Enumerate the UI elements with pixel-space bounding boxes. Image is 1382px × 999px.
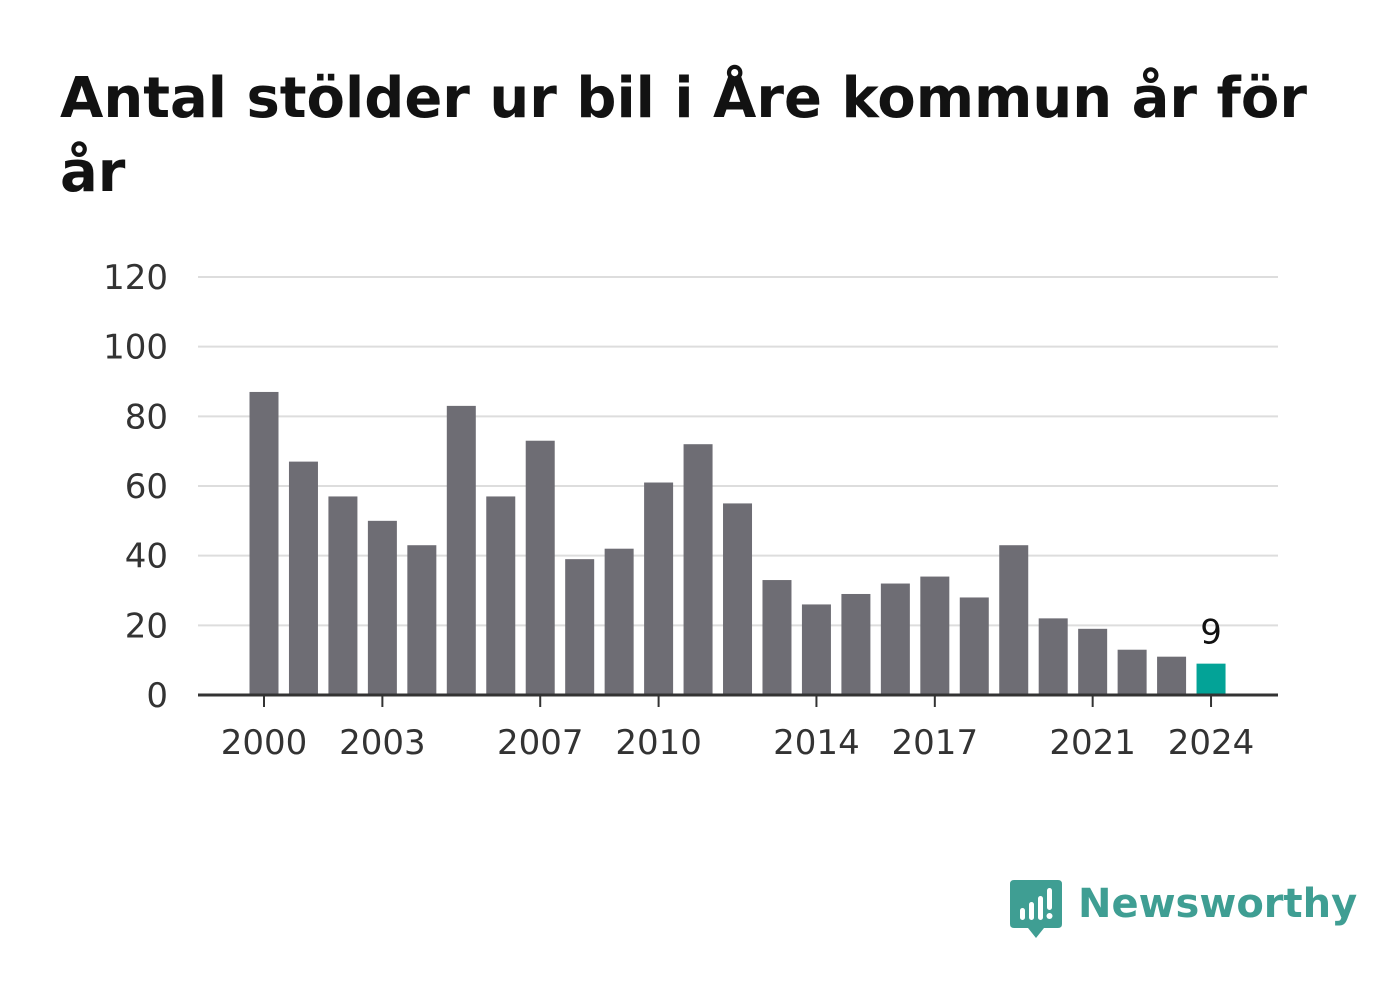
bar-2010 — [644, 482, 674, 695]
x-axis-ticks: 2000 2003 2007 2010 2014 2017 2021 2024 — [221, 695, 1255, 763]
y-tick-label: 120 — [103, 258, 168, 298]
bar-2003 — [367, 520, 397, 695]
bar-2004 — [407, 545, 437, 695]
bar-2015 — [841, 593, 871, 695]
bar-2019 — [999, 545, 1029, 695]
x-tick-label: 2024 — [1168, 723, 1255, 763]
y-axis-ticks: 0 20 40 60 80 100 120 — [103, 258, 168, 716]
newsworthy-logo-icon — [1010, 880, 1062, 938]
x-tick-label: 2014 — [773, 723, 860, 763]
bar-2018 — [959, 597, 989, 695]
bar-2021 — [1078, 628, 1108, 695]
x-tick-label: 2010 — [615, 723, 702, 763]
brand-name: Newsworthy — [1078, 881, 1358, 927]
x-tick-label: 2017 — [892, 723, 979, 763]
y-tick-label: 40 — [125, 537, 168, 577]
bar-2009 — [604, 548, 634, 695]
y-tick-label: 20 — [125, 606, 168, 646]
bars — [249, 391, 1226, 695]
x-tick-label: 2007 — [497, 723, 584, 763]
y-tick-label: 100 — [103, 328, 168, 368]
bar-2002 — [328, 496, 358, 695]
x-tick-label: 2021 — [1049, 723, 1136, 763]
data-labels: 9 — [1200, 613, 1222, 653]
bar-2007 — [525, 440, 555, 695]
y-tick-label: 80 — [125, 397, 168, 437]
bar-2023 — [1157, 656, 1187, 695]
data-label-2024: 9 — [1200, 613, 1222, 653]
bar-2005 — [446, 405, 476, 695]
bar-2001 — [288, 461, 318, 695]
bar-2016 — [880, 583, 910, 695]
newsworthy-brand: Newsworthy — [1010, 874, 1357, 944]
y-tick-label: 0 — [146, 676, 168, 716]
bar-2014 — [801, 604, 831, 695]
bar-2000 — [249, 391, 279, 695]
bar-2024 — [1196, 663, 1226, 695]
bar-2022 — [1117, 649, 1147, 695]
bar-2012 — [723, 503, 753, 695]
bar-2017 — [920, 576, 950, 695]
x-tick-label: 2000 — [221, 723, 308, 763]
y-tick-label: 60 — [125, 467, 168, 507]
x-tick-label: 2003 — [339, 723, 426, 763]
bar-2006 — [486, 496, 516, 695]
bar-2013 — [762, 580, 792, 695]
bar-2020 — [1038, 618, 1068, 695]
bar-2008 — [565, 559, 595, 695]
chart-title: Antal stölder ur bil i Åre kommun år för… — [60, 66, 1307, 205]
bar-2011 — [683, 444, 713, 695]
